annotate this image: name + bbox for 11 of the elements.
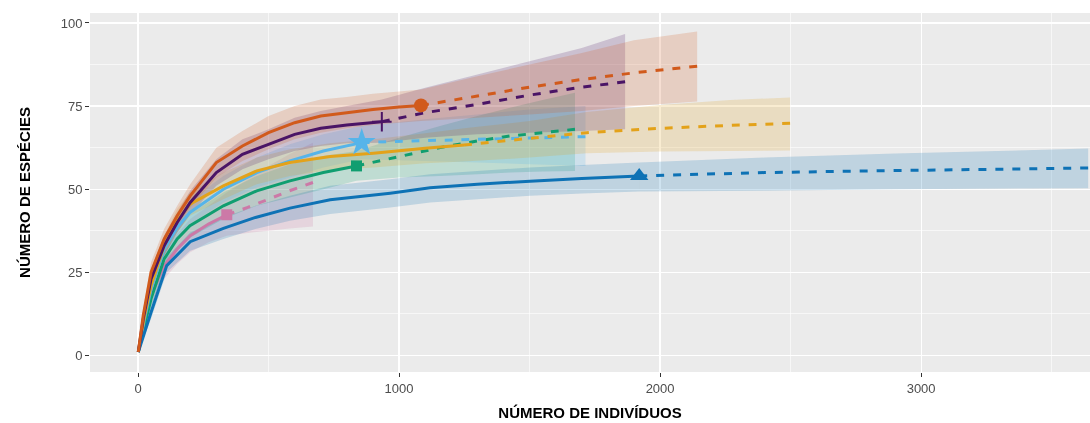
x-axis-title: NÚMERO DE INDIVÍDUOS (498, 403, 682, 421)
x-tick-label: 0 (134, 380, 142, 396)
x-tick-label: 3000 (906, 380, 936, 396)
x-tick-label: 1000 (384, 380, 414, 396)
y-axis-title: NÚMERO DE ESPÉCIES (15, 107, 33, 278)
y-tick-label: 25 (67, 264, 83, 280)
y-tick-label: 50 (67, 181, 83, 197)
x-tick-label: 2000 (645, 380, 675, 396)
y-tick-label: 75 (67, 98, 83, 114)
y-tick-label: 0 (75, 347, 83, 363)
y-tick-label: 100 (60, 15, 83, 31)
